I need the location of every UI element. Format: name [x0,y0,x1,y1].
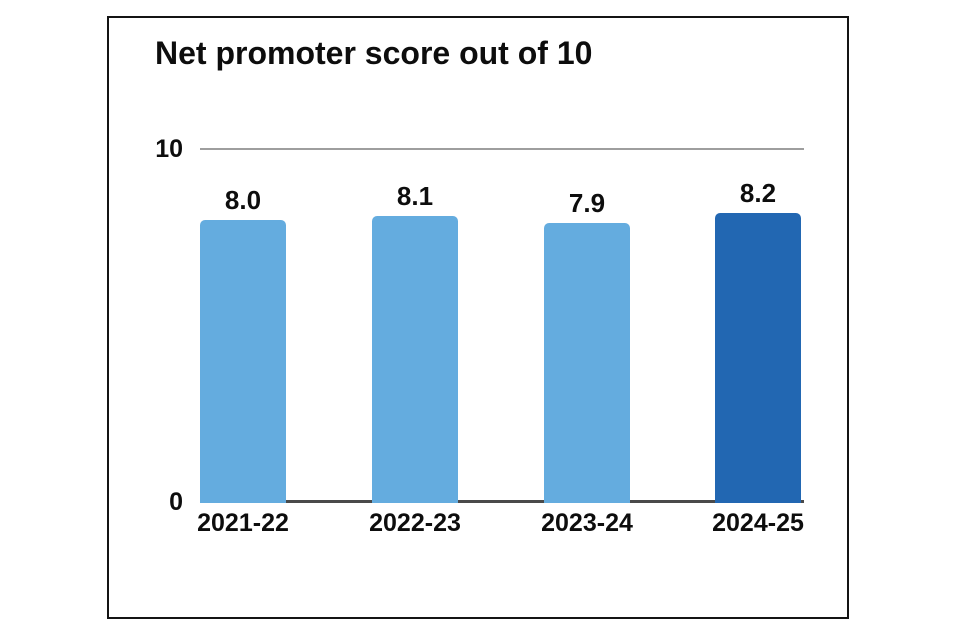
y-tick-label-0: 0 [169,488,183,516]
bar-value-label-2023-24: 7.9 [568,188,606,218]
bar-2021-22 [200,220,286,503]
chart-frame: Net promoter score out of 10 10 0 8.0 202… [107,16,849,619]
bar-2022-23 [372,216,458,503]
gridline-10 [200,148,804,150]
bar-value-label-2022-23: 8.1 [396,181,434,211]
bar-2024-25 [715,213,801,503]
x-axis-label-2023-24: 2023-24 [541,509,633,537]
chart-title: Net promoter score out of 10 [155,35,593,71]
y-tick-label-10: 10 [155,135,183,163]
bar-value-label-2024-25: 8.2 [739,178,777,208]
bar-value-label-2021-22: 8.0 [224,185,262,215]
bar-2023-24 [544,223,630,503]
plot-area: 10 0 8.0 2021-22 8.1 2022-23 7.9 2023-24 8.2 20… [109,18,847,617]
x-axis-label-2024-25: 2024-25 [712,509,804,537]
x-axis-label-2022-23: 2022-23 [369,509,461,537]
x-axis-label-2021-22: 2021-22 [197,509,289,537]
x-axis-baseline [200,500,804,503]
